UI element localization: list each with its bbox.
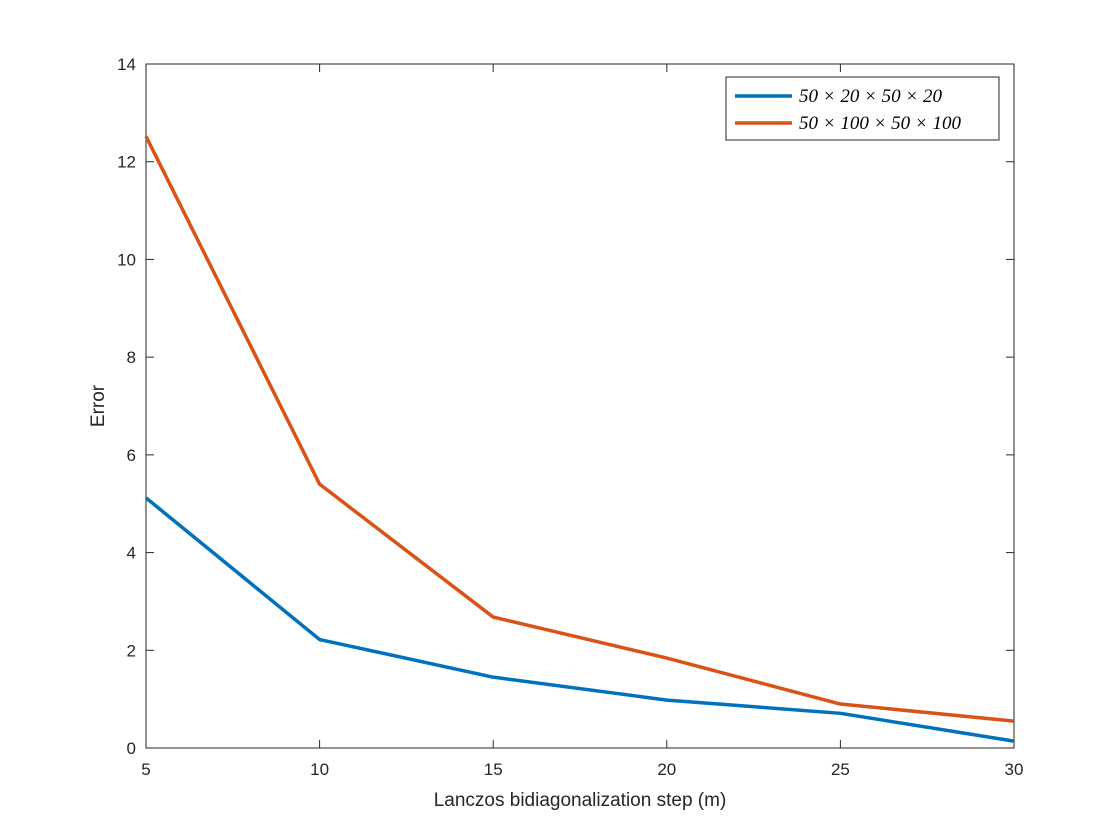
- legend-label-2: 50 × 100 × 50 × 100: [799, 113, 961, 134]
- series-lines: [144, 135, 1015, 743]
- y-tick-label: 0: [127, 739, 136, 758]
- y-tick-label: 8: [127, 348, 136, 367]
- legend: 50 × 20 × 50 × 20 50 × 100 × 50 × 100: [725, 76, 1000, 141]
- legend-box: [725, 76, 1000, 141]
- y-tick-label: 10: [117, 250, 136, 269]
- y-tick-label: 14: [117, 55, 136, 74]
- y-tick-label: 6: [127, 446, 136, 465]
- plot-frame: [145, 63, 1015, 749]
- x-tick-label: 5: [141, 760, 150, 779]
- legend-label-1: 50 × 20 × 50 × 20: [799, 86, 942, 107]
- y-axis-label: Error: [88, 384, 109, 427]
- axes: 5 10 15 20 25 30 0 2 4 6 8 10 12 14: [117, 55, 1023, 779]
- x-axis-label: Lanczos bidiagonalization step (m): [434, 790, 727, 811]
- x-tick-label: 10: [310, 760, 329, 779]
- x-tick-label: 20: [657, 760, 676, 779]
- y-tick-label: 2: [127, 641, 136, 660]
- series-line-1: [144, 496, 1015, 743]
- x-tick-label: 30: [1005, 760, 1024, 779]
- y-tick-label: 12: [117, 153, 136, 172]
- x-tick-label: 25: [831, 760, 850, 779]
- x-tick-label: 15: [484, 760, 503, 779]
- series-line-2: [144, 135, 1015, 723]
- y-tick-label: 4: [127, 544, 136, 563]
